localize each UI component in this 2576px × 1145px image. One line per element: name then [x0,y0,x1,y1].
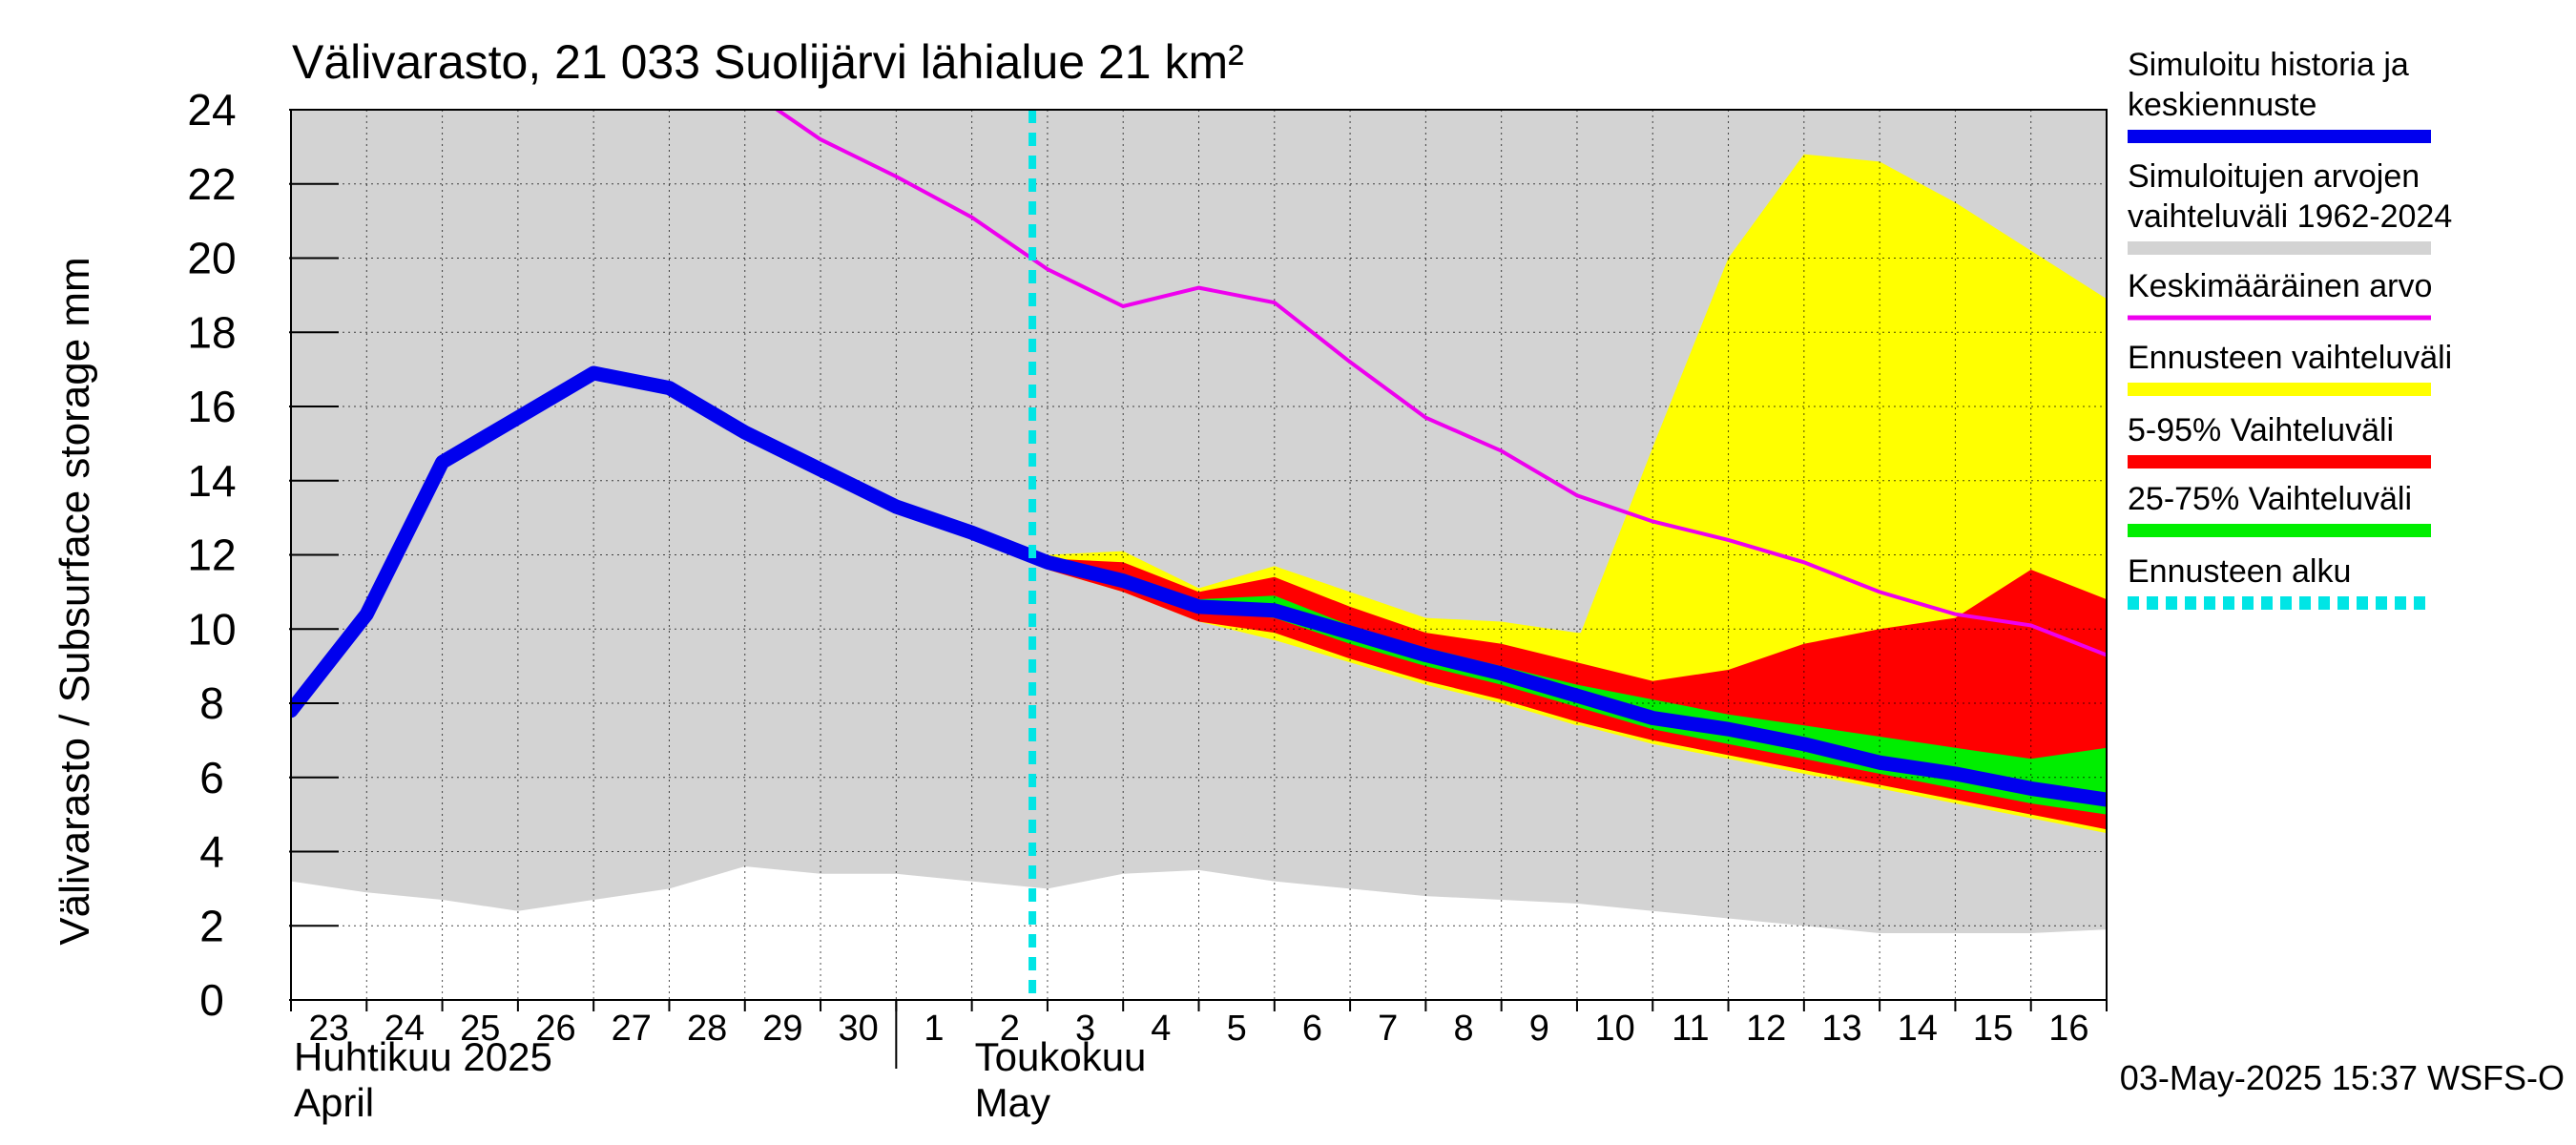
mean-line [774,110,2107,657]
x-tick-label: 14 [1898,1009,1938,1049]
chart-title: Välivarasto, 21 033 Suolijärvi lähialue … [292,35,1244,89]
y-tick-label: 2 [199,901,224,950]
y-tick-label: 16 [187,382,236,431]
timestamp: 03-May-2025 15:37 WSFS-O [2120,1058,2565,1097]
x-tick-label: 25 [460,1009,500,1049]
x-tick-label: 1 [924,1009,944,1049]
legend-label: 5-95% Vaihteluväli [2128,412,2394,448]
x-tick-label: 26 [535,1009,575,1049]
legend-label: Keskimääräinen arvo [2128,268,2432,304]
month-label-en: April [294,1080,374,1125]
legend-label: 25-75% Vaihteluväli [2128,481,2412,517]
y-tick-label: 18 [187,307,236,357]
y-tick-label: 12 [187,531,236,580]
legend-label: Simuloitujen arvojen [2128,158,2420,195]
x-tick-label: 10 [1594,1009,1634,1049]
month-label: Toukokuu [975,1034,1147,1079]
y-tick-label: 6 [199,753,224,802]
legend: Simuloitu historia ja keskiennuste Simuloi… [2128,47,2452,610]
y-tick-label: 0 [199,975,224,1025]
x-tick-label: 28 [687,1009,727,1049]
y-axis-label: Välivarasto / Subsurface storage mm [52,257,98,945]
legend-label: Ennusteen vaihteluväli [2128,340,2452,376]
legend-label: Simuloitu historia ja [2128,47,2409,83]
x-tick-label: 30 [839,1009,879,1049]
x-tick-label: 7 [1378,1009,1398,1049]
x-tick-label: 23 [309,1009,349,1049]
y-tick-label: 8 [199,678,224,728]
plot-area [290,109,2108,1001]
x-tick-label: 5 [1227,1009,1247,1049]
x-tick-label: 29 [762,1009,802,1049]
legend-label: Ennusteen alku [2128,553,2351,590]
y-tick-label: 24 [187,85,236,135]
y-tick-label: 22 [187,159,236,209]
x-tick-label: 2 [1000,1009,1020,1049]
simulated-line [291,365,2107,807]
x-tick-label: 16 [2048,1009,2088,1049]
x-tick-label: 8 [1453,1009,1473,1049]
x-tick-label: 9 [1529,1009,1549,1049]
month-label-en: May [975,1080,1050,1125]
x-tick-label: 12 [1746,1009,1786,1049]
y-tick-label: 10 [187,604,236,654]
x-tick-label: 3 [1075,1009,1095,1049]
x-tick-label: 13 [1821,1009,1861,1049]
x-tick-label: 15 [1973,1009,2013,1049]
legend-label: vaihteluväli 1962-2024 [2128,198,2452,235]
x-axis: 23 24 25 26 27 28 29 30 1 2 3 4 5 6 7 8 9 10 11 12 13 14 15 16H… [290,1000,2108,1125]
legend-label: keskiennuste [2128,87,2316,123]
x-tick-label: 24 [384,1009,425,1049]
y-tick-label: 20 [187,234,236,283]
month-label: Huhtikuu 2025 [294,1034,552,1079]
x-tick-label: 11 [1672,1009,1709,1049]
y-tick-label: 4 [199,827,224,877]
y-tick-label: 14 [187,456,236,506]
x-tick-label: 4 [1151,1009,1171,1049]
x-tick-label: 27 [612,1009,652,1049]
x-tick-label: 6 [1302,1009,1322,1049]
